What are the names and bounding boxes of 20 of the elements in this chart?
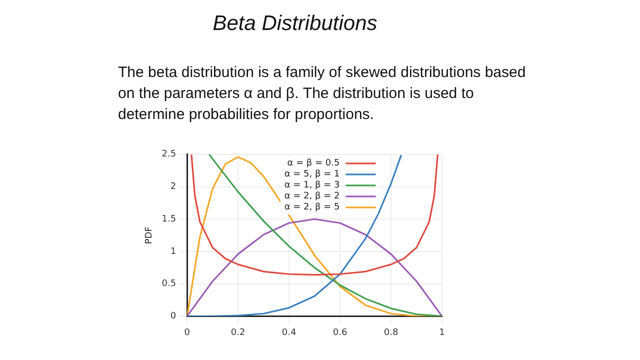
y-tick-label: 2 [170, 182, 176, 192]
y-axis-title: PDF [144, 226, 155, 244]
x-tick-label: 0.6 [332, 328, 348, 338]
y-tick-label: 1.5 [162, 214, 176, 224]
y-tick-label: 0.5 [162, 279, 176, 290]
x-tick-label: 0 [184, 328, 190, 338]
legend-label: α = 5, β = 1 [284, 170, 340, 180]
chart-subtitle: The beta distribution is a family of skewed distributions based on the parameters α and β. The distribution is used to determine probabilities for proportions. [118, 63, 527, 125]
x-tick-label: 0.4 [282, 328, 296, 338]
y-tick-label: 2.5 [162, 150, 176, 160]
x-tick-label: 0.8 [384, 328, 398, 338]
y-tick-label: 1 [170, 246, 176, 257]
legend-label: α = 2, β = 2 [284, 192, 340, 202]
x-tick-label: 1 [439, 328, 445, 338]
legend-label: α = β = 0.5 [287, 158, 340, 169]
x-tick-label: 0.2 [230, 328, 246, 338]
legend-label: α = 2, β = 5 [284, 202, 340, 213]
legend-label: α = 1, β = 3 [284, 180, 340, 191]
y-tick-label: 0 [170, 312, 176, 322]
chart-title: Beta Distributions [212, 12, 378, 36]
